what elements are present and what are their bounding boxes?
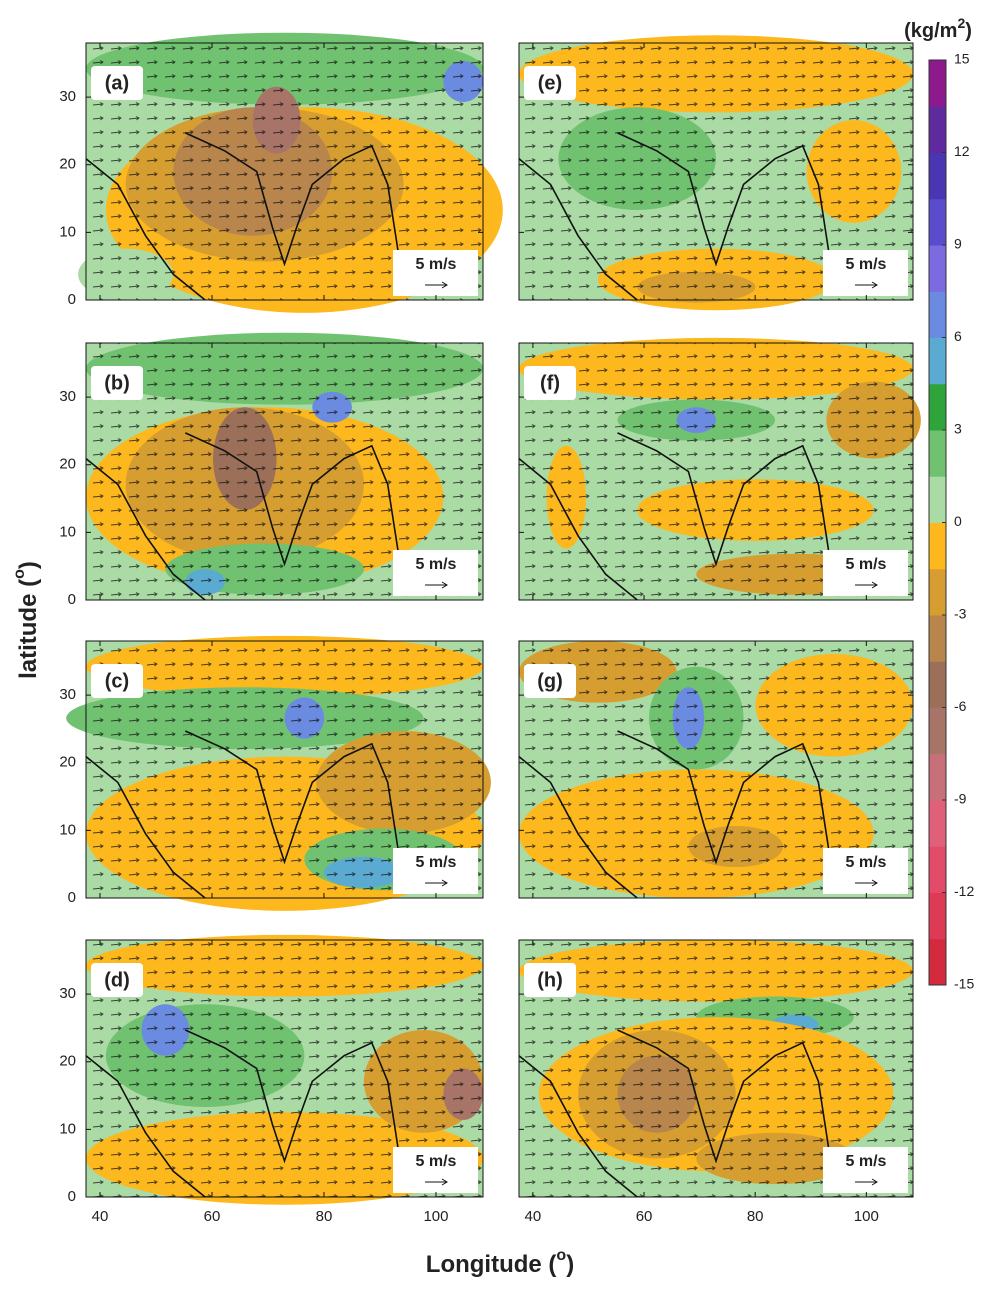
y-tick-label: 30 bbox=[59, 686, 76, 703]
y-tick-label: 0 bbox=[68, 1188, 76, 1205]
x-axis-title: Longitude (o) bbox=[426, 1247, 574, 1278]
y-tick-label: 20 bbox=[59, 754, 76, 771]
y-tick-label: 20 bbox=[59, 156, 76, 173]
scale-label: 5 m/s bbox=[846, 556, 887, 573]
map-panel: (e) 5 m/s bbox=[519, 35, 913, 310]
x-tick-label: 40 bbox=[92, 1208, 109, 1225]
scale-label: 5 m/s bbox=[846, 854, 887, 871]
y-tick-label: 10 bbox=[59, 821, 76, 838]
map-panel: (g) 5 m/s bbox=[519, 641, 913, 898]
scale-label: 5 m/s bbox=[846, 1153, 887, 1170]
map-panel: (a) 5 m/s 0 10 20 30 bbox=[59, 33, 503, 313]
colorbar-segment bbox=[929, 338, 946, 385]
panel-label: (c) bbox=[105, 670, 129, 692]
colorbar-segment bbox=[929, 893, 946, 940]
y-tick-label: 30 bbox=[59, 88, 76, 105]
x-tick-label: 60 bbox=[204, 1208, 221, 1225]
colorbar-segment bbox=[929, 430, 946, 477]
panel-label: (b) bbox=[104, 372, 130, 394]
colorbar-tick-label: 9 bbox=[954, 236, 962, 252]
colorbar-tick-label: 3 bbox=[954, 421, 962, 437]
colorbar-tick-label: 12 bbox=[954, 143, 970, 159]
y-tick-label: 0 bbox=[68, 291, 76, 308]
panel-label: (h) bbox=[537, 969, 563, 991]
x-tick-label: 40 bbox=[525, 1208, 542, 1225]
colorbar-tick-label: -15 bbox=[954, 976, 974, 992]
y-tick-label: 0 bbox=[68, 889, 76, 906]
y-tick-label: 30 bbox=[59, 388, 76, 405]
colorbar-tick-label: -3 bbox=[954, 606, 967, 622]
colorbar-tick-label: 0 bbox=[954, 513, 962, 529]
y-tick-label: 10 bbox=[59, 1120, 76, 1137]
colorbar-segment bbox=[929, 939, 946, 986]
scale-label: 5 m/s bbox=[846, 256, 887, 273]
page: Longitude (o) latitude (o) (kg/m2) (a) 5 … bbox=[0, 0, 995, 1293]
colorbar-segment bbox=[929, 754, 946, 801]
map-panel: (h) 5 m/s 40 60 80 100 bbox=[519, 940, 913, 1225]
map-panel: (c) 5 m/s 0 10 20 30 bbox=[59, 636, 491, 911]
colorbar-segment bbox=[929, 384, 946, 431]
panel-label: (g) bbox=[537, 670, 563, 692]
colorbar-unit: (kg/m2) bbox=[904, 15, 972, 43]
colorbar-segment bbox=[929, 476, 946, 523]
y-tick-label: 20 bbox=[59, 456, 76, 473]
map-panel: (b) 5 m/s 0 10 20 30 bbox=[59, 333, 483, 608]
panel-label: (e) bbox=[538, 72, 562, 94]
colorbar-segment bbox=[929, 615, 946, 662]
panel-label: (a) bbox=[105, 72, 129, 94]
colorbar-segment bbox=[929, 846, 946, 893]
panel-label: (f) bbox=[540, 372, 560, 394]
colorbar-tick-label: -9 bbox=[954, 791, 967, 807]
colorbar-tick-label: 15 bbox=[954, 51, 970, 67]
x-tick-label: 100 bbox=[854, 1208, 879, 1225]
x-tick-label: 100 bbox=[423, 1208, 448, 1225]
colorbar-segment bbox=[929, 708, 946, 755]
scale-label: 5 m/s bbox=[416, 556, 457, 573]
colorbar-segment bbox=[929, 60, 946, 107]
y-tick-label: 30 bbox=[59, 985, 76, 1002]
y-tick-label: 20 bbox=[59, 1053, 76, 1070]
x-tick-label: 80 bbox=[316, 1208, 333, 1225]
x-tick-label: 60 bbox=[636, 1208, 653, 1225]
map-panel: (d) 5 m/s 40 60 80 100 0 10 20 30 bbox=[59, 935, 483, 1225]
colorbar-tick-label: -12 bbox=[954, 883, 974, 899]
colorbar-segment bbox=[929, 569, 946, 616]
scale-label: 5 m/s bbox=[416, 1153, 457, 1170]
figure: Longitude (o) latitude (o) (kg/m2) (a) 5 … bbox=[0, 0, 995, 1293]
scale-label: 5 m/s bbox=[416, 854, 457, 871]
colorbar-segment bbox=[929, 661, 946, 708]
y-axis-title: latitude (o) bbox=[11, 561, 42, 679]
colorbar-segment bbox=[929, 106, 946, 153]
y-tick-label: 10 bbox=[59, 523, 76, 540]
colorbar-segment bbox=[929, 800, 946, 847]
colorbar-segment bbox=[929, 199, 946, 246]
map-panel: (f) 5 m/s bbox=[519, 338, 921, 600]
colorbar-segment bbox=[929, 245, 946, 292]
colorbar-segment bbox=[929, 291, 946, 338]
y-tick-label: 0 bbox=[68, 591, 76, 608]
colorbar-tick-label: 6 bbox=[954, 328, 962, 344]
x-tick-label: 80 bbox=[747, 1208, 764, 1225]
scale-label: 5 m/s bbox=[416, 256, 457, 273]
colorbar-segment bbox=[929, 153, 946, 200]
y-tick-label: 10 bbox=[59, 223, 76, 240]
panel-label: (d) bbox=[104, 969, 130, 991]
colorbar-segment bbox=[929, 523, 946, 570]
colorbar-tick-label: -6 bbox=[954, 698, 967, 714]
